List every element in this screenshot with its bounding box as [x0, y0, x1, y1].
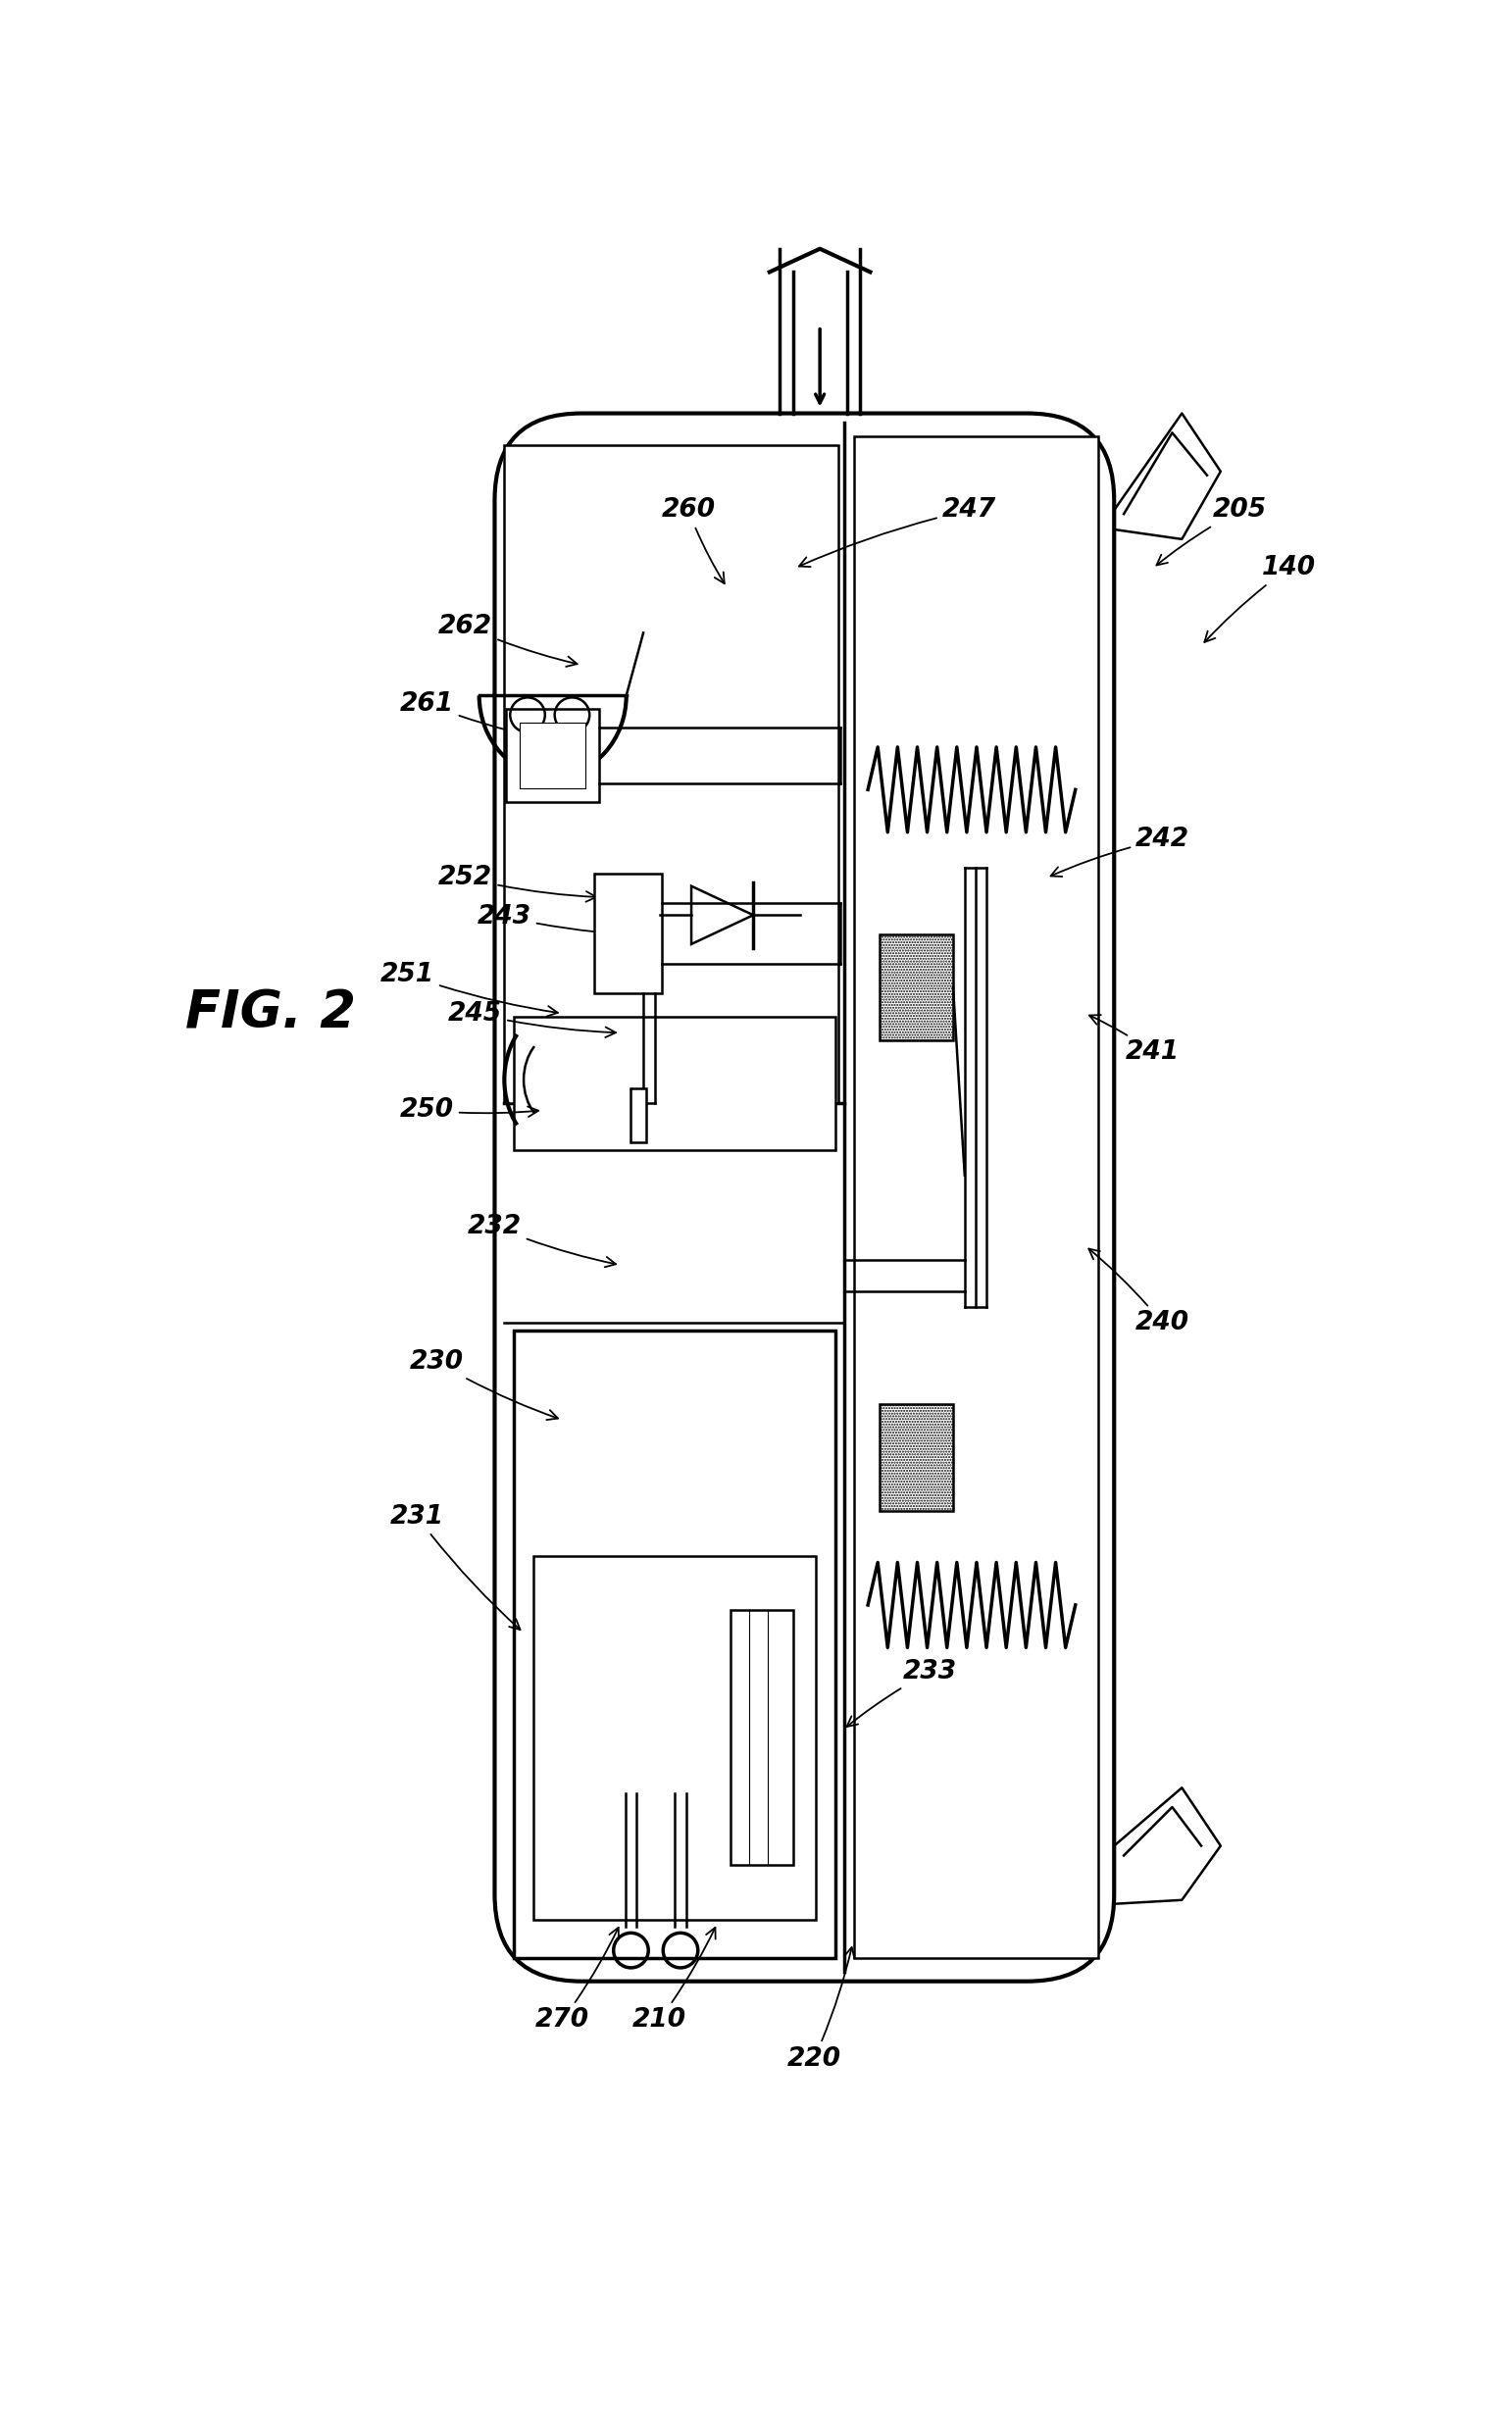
Bar: [854, 437, 1099, 1958]
Bar: [631, 1089, 647, 1142]
Text: 140: 140: [1205, 555, 1315, 642]
Bar: [505, 444, 839, 1103]
Text: 250: 250: [399, 1098, 538, 1123]
Bar: [520, 722, 585, 789]
Text: 243: 243: [478, 903, 655, 941]
Text: 262: 262: [438, 613, 578, 666]
Text: 232: 232: [467, 1214, 615, 1267]
Text: 245: 245: [448, 1002, 615, 1038]
Bar: [507, 710, 599, 801]
Bar: [730, 1610, 794, 1864]
FancyBboxPatch shape: [494, 413, 1114, 1982]
Text: 242: 242: [1051, 826, 1190, 876]
Text: 210: 210: [632, 1926, 715, 2033]
Text: 240: 240: [1089, 1248, 1190, 1335]
Text: 233: 233: [847, 1658, 957, 1726]
Text: 231: 231: [390, 1504, 520, 1629]
Text: 270: 270: [535, 1926, 618, 2033]
Bar: [594, 874, 662, 995]
Bar: [514, 1330, 835, 1958]
Text: 241: 241: [1089, 1014, 1179, 1065]
Text: 261: 261: [399, 690, 558, 746]
Text: 260: 260: [661, 497, 724, 584]
Text: 251: 251: [381, 961, 558, 1016]
Text: 247: 247: [798, 497, 996, 567]
Text: 252: 252: [438, 864, 596, 903]
Text: 205: 205: [1157, 497, 1267, 565]
Bar: [514, 1016, 835, 1151]
Text: FIG. 2: FIG. 2: [184, 987, 355, 1038]
Bar: [534, 1555, 815, 1919]
Bar: [880, 934, 953, 1040]
Text: 220: 220: [788, 1948, 854, 2071]
Text: 230: 230: [410, 1349, 558, 1419]
Bar: [880, 1405, 953, 1511]
